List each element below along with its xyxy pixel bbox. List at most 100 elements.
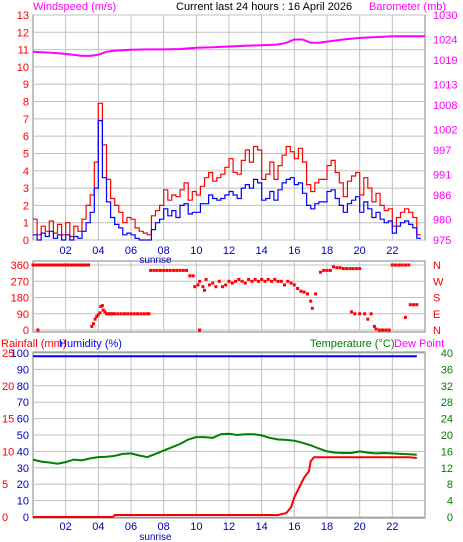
direction-point bbox=[136, 312, 139, 316]
rainfall-ytick-label: 25 bbox=[2, 348, 14, 360]
temperature-ytick-label: 16 bbox=[441, 446, 453, 458]
humidity-ytick-label: 50 bbox=[17, 430, 29, 442]
direction-point bbox=[227, 279, 231, 283]
direction-point bbox=[87, 263, 90, 267]
rainfall-line bbox=[33, 456, 417, 518]
temperature-ytick-label: 24 bbox=[441, 414, 453, 426]
rain-panel: 0102030405060708090100051015202504812162… bbox=[2, 348, 453, 542]
direction-point bbox=[338, 266, 342, 270]
wind-xtick-label: 02 bbox=[60, 245, 72, 257]
rain-xtick-label: 10 bbox=[190, 521, 202, 533]
direction-point bbox=[74, 263, 77, 267]
direction-point bbox=[41, 263, 45, 267]
direction-point bbox=[98, 311, 102, 315]
rain-xtick-label: 12 bbox=[223, 521, 235, 533]
temperature-ytick-label: 36 bbox=[441, 364, 453, 376]
barometer-ytick-label: 1024 bbox=[433, 35, 457, 47]
direction-point bbox=[196, 283, 200, 287]
barometer-ytick-label: 1002 bbox=[433, 125, 457, 137]
temperature-ytick-label: 32 bbox=[441, 381, 453, 393]
direction-point bbox=[201, 285, 205, 289]
rain-xtick-label: 02 bbox=[60, 521, 72, 533]
humidity-ytick-label: 0 bbox=[23, 512, 29, 524]
direction-point bbox=[168, 268, 172, 272]
wind-ytick-label: 1 bbox=[23, 218, 29, 230]
direction-point bbox=[155, 268, 159, 272]
temperature-ytick-label: 20 bbox=[441, 430, 453, 442]
direction-point bbox=[46, 263, 50, 267]
direction-point bbox=[147, 312, 151, 316]
barometer-ytick-label: 1019 bbox=[433, 55, 457, 67]
direction-point bbox=[310, 306, 314, 310]
direction-point bbox=[387, 328, 391, 332]
rain-xtick-label: 18 bbox=[321, 521, 333, 533]
wind-ytick-label: 0 bbox=[23, 235, 29, 247]
wind-ytick-label: 3 bbox=[23, 183, 29, 195]
direction-ytick-label: 360 bbox=[11, 260, 29, 272]
direction-point bbox=[36, 328, 40, 332]
direction-point bbox=[276, 279, 280, 283]
wind-panel: 0123456789101112139759809869919971002100… bbox=[17, 10, 458, 266]
direction-point bbox=[256, 279, 260, 283]
direction-point bbox=[105, 312, 108, 316]
direction-point bbox=[75, 263, 79, 267]
direction-point bbox=[415, 303, 419, 307]
humidity-ytick-label: 10 bbox=[17, 496, 29, 508]
direction-point bbox=[305, 292, 309, 296]
direction-point bbox=[384, 328, 388, 332]
barometer-line bbox=[32, 35, 425, 57]
direction-point bbox=[65, 263, 69, 267]
wind-xtick-label: 18 bbox=[321, 245, 333, 257]
direction-point bbox=[217, 279, 221, 283]
direction-point bbox=[181, 268, 185, 272]
direction-point bbox=[33, 263, 37, 267]
humidity-legend: Humidity (%) bbox=[59, 338, 122, 350]
direction-point bbox=[407, 263, 411, 267]
direction-point bbox=[247, 277, 251, 281]
direction-point bbox=[214, 285, 218, 289]
barometer-ytick-label: 975 bbox=[433, 235, 451, 247]
direction-point bbox=[397, 263, 401, 267]
direction-point bbox=[99, 305, 103, 308]
direction-point bbox=[408, 303, 412, 307]
direction-point bbox=[56, 263, 59, 267]
wind-xtick-label: 14 bbox=[256, 245, 268, 257]
direction-ytick-label: 270 bbox=[11, 276, 29, 288]
compass-tick-label: N bbox=[433, 260, 441, 272]
direction-point bbox=[152, 268, 156, 272]
direction-point bbox=[106, 312, 110, 316]
direction-point bbox=[279, 279, 283, 283]
direction-point bbox=[211, 281, 215, 285]
direction-point bbox=[203, 288, 206, 292]
direction-point bbox=[394, 263, 398, 267]
direction-ytick-label: 0 bbox=[23, 325, 29, 337]
compass-tick-label: S bbox=[433, 293, 440, 305]
rainfall-ytick-label: 20 bbox=[2, 381, 14, 393]
direction-point bbox=[358, 267, 362, 271]
direction-point bbox=[353, 312, 357, 316]
rain-xtick-label: 16 bbox=[288, 521, 300, 533]
direction-panel: 0 N 90 E 180 S 270 W 360 N bbox=[11, 260, 444, 337]
direction-point bbox=[109, 312, 113, 316]
humidity-ytick-label: 70 bbox=[17, 397, 29, 409]
humidity-ytick-label: 60 bbox=[17, 414, 29, 426]
direction-point bbox=[62, 263, 66, 267]
direction-point bbox=[101, 308, 105, 312]
wind-ytick-label: 10 bbox=[17, 62, 29, 74]
compass-tick-label: N bbox=[433, 325, 441, 337]
direction-point bbox=[38, 263, 41, 267]
direction-point bbox=[113, 312, 117, 316]
direction-point bbox=[266, 277, 270, 281]
direction-point bbox=[129, 312, 133, 316]
wind-average-line bbox=[33, 120, 421, 241]
direction-point bbox=[123, 312, 126, 316]
rain-xtick-label: 04 bbox=[92, 521, 104, 533]
direction-point bbox=[77, 263, 81, 267]
direction-point bbox=[369, 312, 373, 316]
direction-point bbox=[93, 317, 97, 321]
direction-point bbox=[72, 263, 76, 267]
direction-point bbox=[237, 277, 241, 281]
direction-point bbox=[83, 263, 87, 267]
humidity-ytick-label: 20 bbox=[17, 479, 29, 491]
rain-xtick-label: 14 bbox=[256, 521, 268, 533]
